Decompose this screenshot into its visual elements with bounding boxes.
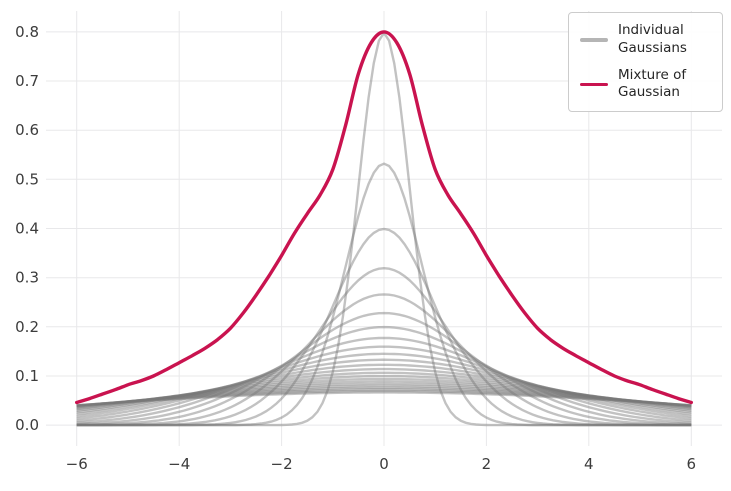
legend-line-mixture-of-gaussian bbox=[580, 82, 608, 87]
legend-line-individual-gaussians bbox=[580, 38, 608, 42]
gaussian-curve bbox=[76, 382, 692, 408]
gaussian-curve bbox=[76, 352, 692, 420]
y-tick-label: 0.2 bbox=[15, 318, 39, 336]
gaussian-curve bbox=[76, 386, 692, 407]
gaussian-curve bbox=[76, 325, 692, 426]
gaussian-curve bbox=[76, 371, 692, 412]
x-tick-label: −6 bbox=[66, 455, 88, 473]
gaussian-curve bbox=[76, 293, 692, 427]
x-tick-label: 0 bbox=[379, 455, 389, 473]
legend-item-mixture-of-gaussian: Mixture of Gaussian bbox=[580, 67, 710, 103]
gaussian-curve bbox=[76, 336, 692, 424]
y-tick-label: 0.0 bbox=[15, 416, 39, 434]
legend-label-individual-gaussians: Individual Gaussians bbox=[618, 22, 687, 56]
gridlines bbox=[46, 11, 722, 446]
gaussian-curve bbox=[76, 367, 692, 414]
gaussian-curve bbox=[76, 380, 692, 409]
legend-label-mixture-of-gaussian: Mixture of Gaussian bbox=[618, 66, 687, 101]
y-tick-label: 0.6 bbox=[15, 121, 39, 139]
y-tick-label: 0.8 bbox=[15, 23, 39, 41]
gaussian-curve bbox=[76, 358, 692, 418]
x-tick-label: 6 bbox=[687, 455, 697, 473]
x-axis-tick-labels: −6 −4 −2 0 2 4 6 bbox=[66, 455, 696, 473]
gaussian-curve bbox=[76, 227, 692, 427]
gaussian-curve bbox=[76, 384, 692, 408]
y-tick-label: 0.1 bbox=[15, 367, 39, 385]
x-tick-label: −2 bbox=[271, 455, 293, 473]
mixture-curve-path bbox=[75, 30, 693, 405]
gaussian-curve bbox=[76, 374, 692, 411]
y-tick-label: 0.4 bbox=[15, 220, 39, 238]
y-tick-label: 0.3 bbox=[15, 269, 39, 287]
y-tick-label: 0.7 bbox=[15, 72, 39, 90]
gaussian-curve bbox=[76, 311, 692, 426]
gaussian-curve bbox=[76, 363, 692, 416]
y-tick-label: 0.5 bbox=[15, 170, 39, 188]
gaussian-curve bbox=[76, 162, 692, 427]
legend: Individual Gaussians Mixture of Gaussian bbox=[568, 12, 723, 113]
y-axis-tick-labels: 0.0 0.1 0.2 0.3 0.4 0.5 0.6 0.7 0.8 bbox=[15, 23, 39, 434]
x-tick-label: 4 bbox=[584, 455, 594, 473]
x-tick-label: −4 bbox=[168, 455, 190, 473]
gaussian-curve bbox=[76, 266, 692, 427]
gaussian-curve bbox=[76, 388, 692, 407]
gaussian-curve bbox=[76, 377, 692, 410]
mixture-of-gaussian-curve bbox=[75, 30, 693, 405]
legend-item-individual-gaussians: Individual Gaussians bbox=[580, 22, 710, 58]
gaussian-curve bbox=[76, 389, 692, 407]
gaussian-curve bbox=[76, 391, 692, 407]
gaussian-curve bbox=[76, 345, 692, 422]
x-tick-label: 2 bbox=[482, 455, 492, 473]
